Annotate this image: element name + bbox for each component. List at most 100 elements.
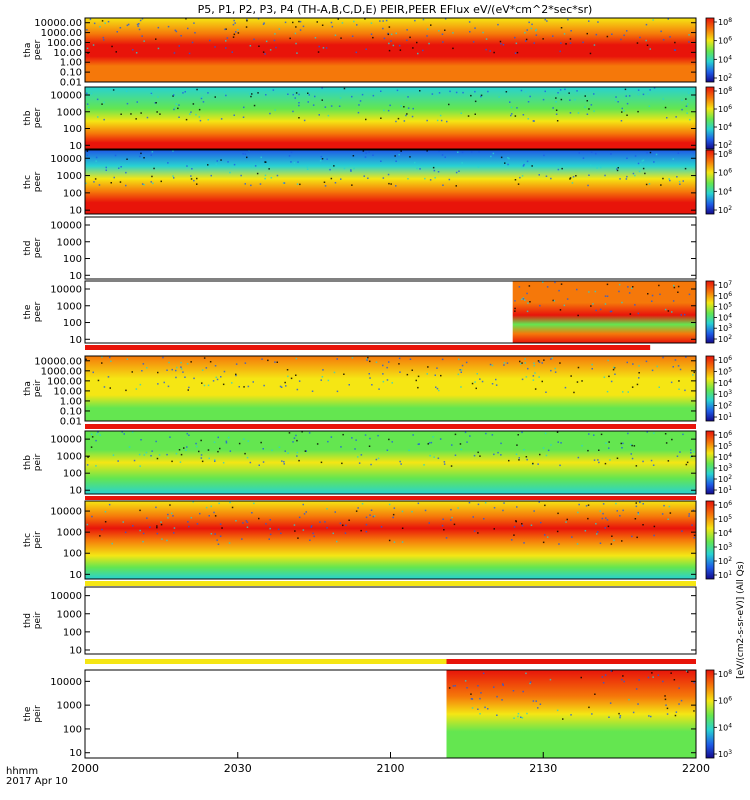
colorbar-tick-label: 106	[718, 36, 732, 46]
colorbar-tick-label: 101	[718, 570, 732, 580]
y-tick-label: 100	[63, 254, 82, 265]
y-tick-label: 10	[69, 748, 82, 759]
colorbar-tick-label: 104	[718, 122, 732, 132]
y-tick-label: 1000	[57, 609, 82, 620]
y-axis-label: thapeer	[23, 39, 43, 60]
colorbar-tick-label: 106	[718, 355, 732, 365]
y-tick-label: 10	[69, 486, 82, 497]
y-tick-label: 100	[63, 549, 82, 560]
spectrogram-thb-peir	[85, 431, 696, 494]
colorbar-tick-label: 102	[718, 73, 732, 83]
colorbar-tick-label: 102	[718, 401, 732, 411]
panel-frame	[84, 355, 697, 422]
y-axis-label: thbpeer	[23, 107, 43, 128]
status-bar	[446, 659, 696, 664]
colorbar-tick-label: 105	[718, 514, 732, 524]
spectrogram-thc-peir	[85, 501, 696, 579]
colorbar-thc-peer	[705, 149, 715, 215]
colorbar-tick-label: 105	[718, 441, 732, 451]
panels: thapeer10000.001000.00100.0010.001.000.1…	[23, 17, 732, 759]
colorbar-tick-label: 104	[718, 312, 732, 322]
colorbar-tick-label: 106	[718, 696, 732, 706]
y-tick-label: 1000	[57, 452, 82, 463]
y-tick-label: 0.10	[60, 406, 82, 417]
spectrogram-the-peir	[446, 670, 696, 758]
y-tick-label: 10000	[50, 435, 82, 446]
status-bar	[85, 581, 696, 586]
y-tick-label: 10000	[50, 90, 82, 101]
colorbar-tick-label: 106	[718, 168, 732, 178]
y-tick-label: 1000	[57, 171, 82, 182]
panel-frame	[84, 216, 697, 280]
y-tick-label: 10000	[50, 507, 82, 518]
spectrogram-tha-peir	[85, 356, 696, 421]
y-tick-label: 10000	[50, 220, 82, 231]
colorbar-tick-label: 106	[718, 291, 732, 301]
spectrogram-texture	[85, 150, 687, 187]
status-bar	[85, 659, 447, 664]
colorbar-tick-label: 108	[718, 86, 732, 96]
colorbar-tick-label: 106	[718, 104, 732, 114]
colorbar-tick-label: 104	[718, 452, 732, 462]
colorbar-tick-label: 108	[718, 669, 732, 679]
panel-frame	[84, 586, 697, 655]
status-bar	[85, 496, 696, 500]
colorbar-tick-label: 106	[718, 500, 732, 510]
x-axis-label: hhmm	[6, 766, 38, 777]
colorbar-tick-label: 104	[718, 722, 732, 732]
colorbar-tick-label: 103	[718, 323, 732, 333]
y-axis-label: thbpeir	[23, 453, 43, 471]
y-axis-label: thcpeer	[23, 171, 43, 192]
y-tick-label: 0.01	[60, 78, 82, 89]
colorbar-tick-label: 104	[718, 54, 732, 64]
colorbar-the-peir	[705, 669, 715, 759]
x-tick-label: 2030	[224, 762, 252, 775]
colorbar-thc-peir	[705, 500, 715, 580]
status-bar	[85, 345, 651, 350]
panel-frame	[84, 430, 697, 495]
panel-tha-peer: thapeer 10000.001000.00100.0010.001.000.1…	[23, 17, 732, 89]
y-tick-label: 1000.00	[41, 366, 82, 377]
colorbar-tick-label: 105	[718, 366, 732, 376]
y-tick-label: 100	[63, 724, 82, 735]
colorbar-tick-label: 104	[718, 378, 732, 388]
y-tick-label: 10	[69, 206, 82, 217]
panel-frame	[84, 280, 697, 344]
y-tick-label: 10	[69, 645, 82, 656]
panel-frame	[84, 149, 697, 215]
colorbar-tick-label: 107	[718, 280, 732, 290]
colorbar-tick-label: 103	[718, 463, 732, 473]
y-tick-label: 1000	[57, 528, 82, 539]
colorbar-the-peer	[705, 280, 715, 344]
y-tick-label: 10000	[50, 284, 82, 295]
colorbar-tick-label: 103	[718, 389, 732, 399]
panel-tha-peir: thapeir 10000.001000.00100.0010.001.000.1…	[23, 355, 732, 428]
x-axis-date: 2017 Apr 10	[6, 776, 68, 787]
status-bar	[85, 424, 696, 429]
y-tick-label: 100	[63, 188, 82, 199]
panel-thd-peer: thdpeer 10000 1000 100 10	[23, 216, 697, 282]
colorbar-thb-peir	[705, 430, 715, 495]
x-tick-label: 2000	[71, 762, 99, 775]
panel-frame	[84, 17, 697, 83]
y-tick-label: 1.00	[60, 58, 82, 69]
panel-thd-peir: thdpeir 10000 1000 100 10	[23, 586, 697, 656]
y-tick-label: 10	[69, 335, 82, 346]
colorbar-tick-label: 106	[718, 430, 732, 440]
y-tick-label: 0.10	[60, 68, 82, 79]
y-tick-label: 10	[69, 570, 82, 581]
y-axis-label: thepeir	[23, 705, 43, 723]
colorbar-tick-label: 102	[718, 556, 732, 566]
spectrogram-texture	[86, 431, 695, 467]
y-tick-label: 100	[63, 124, 82, 135]
colorbar-tick-label: 102	[718, 334, 732, 344]
colorbar-tick-label: 102	[718, 205, 732, 215]
y-tick-label: 1000.00	[41, 28, 82, 39]
y-axis-label: thdpeer	[23, 237, 43, 258]
y-tick-label: 0.01	[60, 417, 82, 428]
x-tick-label: 2200	[682, 762, 710, 775]
y-tick-label: 10000	[50, 677, 82, 688]
y-tick-label: 10000.00	[34, 356, 82, 367]
y-tick-label: 100.00	[47, 376, 82, 387]
colorbar-tick-label: 108	[718, 149, 732, 159]
